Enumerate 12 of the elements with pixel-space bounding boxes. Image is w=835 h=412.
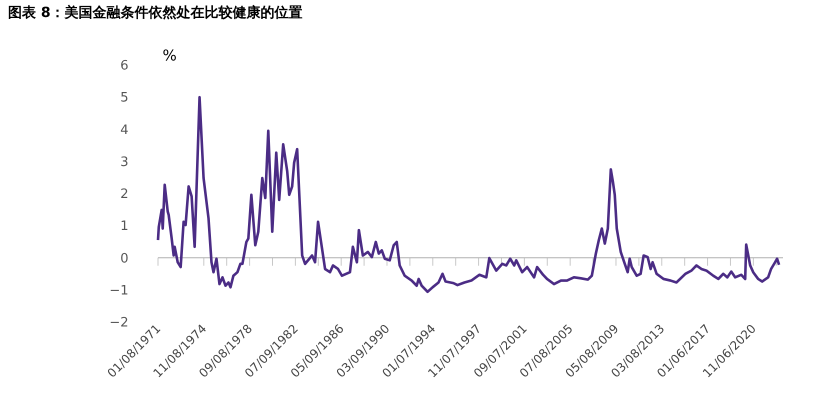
- y-tick-label: 4: [120, 122, 128, 138]
- line-series: [156, 96, 780, 294]
- y-tick-label: 1: [120, 219, 128, 234]
- y-tick-label: 5: [120, 90, 128, 106]
- y-tick-label: 3: [120, 154, 128, 170]
- y-tick-label: −2: [109, 316, 128, 330]
- chart-title: 图表 8：美国金融条件依然处在比较健康的位置: [8, 4, 303, 21]
- y-tick-label: 0: [120, 251, 128, 266]
- y-tick-label: 6: [120, 58, 128, 74]
- y-tick-label: −1: [109, 283, 128, 298]
- y-tick-label: 2: [120, 187, 128, 202]
- y-axis-title: %: [162, 46, 177, 64]
